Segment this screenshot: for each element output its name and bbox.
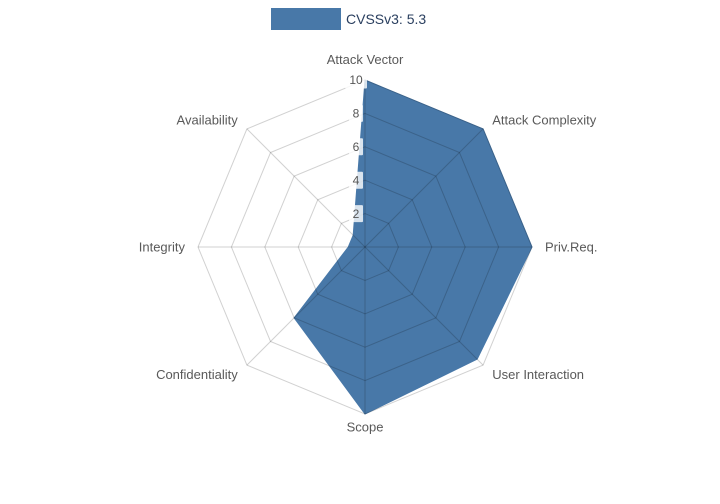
grid-spoke bbox=[246, 128, 366, 248]
axis-label-integrity: Integrity bbox=[139, 240, 186, 255]
axis-label-scope: Scope bbox=[347, 420, 384, 435]
grid-spoke bbox=[364, 128, 484, 248]
axis-label-confidentiality: Confidentiality bbox=[156, 367, 238, 382]
grid-spoke bbox=[364, 246, 484, 366]
radial-tick-box bbox=[349, 138, 363, 156]
radial-tick-box bbox=[349, 104, 363, 122]
grid-ring bbox=[230, 112, 500, 382]
axis-label-availability: Availability bbox=[177, 112, 239, 127]
radar-series-polygon bbox=[293, 79, 533, 415]
legend-swatch bbox=[271, 8, 341, 30]
legend-label: CVSSv3: 5.3 bbox=[346, 11, 427, 27]
radial-tick-box bbox=[349, 171, 363, 189]
legend-item[interactable]: CVSSv3: 5.3 bbox=[271, 8, 426, 30]
grid-ring bbox=[197, 79, 533, 415]
grid-spoke bbox=[246, 246, 366, 366]
radial-tick-label: 8 bbox=[353, 107, 360, 121]
axis-label-user-interaction: User Interaction bbox=[492, 367, 584, 382]
grid-ring bbox=[297, 179, 433, 315]
radial-tick-label: 4 bbox=[353, 173, 360, 187]
grid-ring bbox=[264, 146, 466, 348]
radial-tick-label: 6 bbox=[353, 140, 360, 154]
radial-tick-box bbox=[345, 71, 367, 89]
axis-label-attack-complexity: Attack Complexity bbox=[492, 112, 597, 127]
axis-label-attack-vector: Attack Vector bbox=[327, 52, 404, 67]
axis-label-priv-req-: Priv.Req. bbox=[545, 240, 598, 255]
radial-tick-box bbox=[349, 205, 363, 223]
radial-tick-label: 2 bbox=[353, 207, 360, 221]
grid-ring bbox=[331, 213, 399, 281]
radial-tick-label: 10 bbox=[349, 73, 363, 87]
